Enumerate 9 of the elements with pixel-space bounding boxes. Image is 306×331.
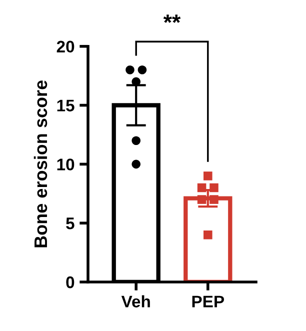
y-axis-title: Bone erosion score	[34, 80, 48, 248]
y-tick-label: 5	[66, 218, 74, 230]
text: **	[163, 14, 181, 23]
y-tick-label: 15	[57, 100, 74, 112]
x-tick-label: Veh	[121, 295, 150, 308]
x-tick-label: PEP	[192, 296, 224, 308]
y-tick-label: 20	[56, 40, 74, 53]
y-tick-label: 10	[57, 158, 74, 170]
y-tick-label: 0	[66, 276, 74, 288]
